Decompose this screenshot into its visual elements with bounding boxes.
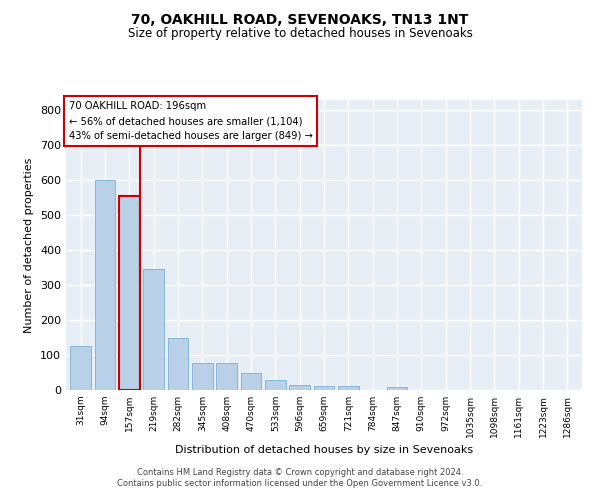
Bar — [265, 380, 286, 390]
Text: Size of property relative to detached houses in Sevenoaks: Size of property relative to detached ho… — [128, 28, 472, 40]
Bar — [70, 346, 91, 390]
Bar — [119, 196, 140, 390]
Bar — [314, 386, 334, 390]
Bar — [167, 338, 188, 390]
Bar — [95, 180, 115, 390]
Text: 70 OAKHILL ROAD: 196sqm
← 56% of detached houses are smaller (1,104)
43% of semi: 70 OAKHILL ROAD: 196sqm ← 56% of detache… — [68, 102, 313, 141]
Y-axis label: Number of detached properties: Number of detached properties — [25, 158, 34, 332]
Text: 70, OAKHILL ROAD, SEVENOAKS, TN13 1NT: 70, OAKHILL ROAD, SEVENOAKS, TN13 1NT — [131, 12, 469, 26]
Text: Contains HM Land Registry data © Crown copyright and database right 2024.
Contai: Contains HM Land Registry data © Crown c… — [118, 468, 482, 487]
Bar — [338, 386, 359, 390]
Bar — [289, 386, 310, 390]
Bar — [241, 372, 262, 390]
Bar — [192, 363, 212, 390]
Bar — [143, 269, 164, 390]
Bar — [216, 363, 237, 390]
Bar — [386, 387, 407, 390]
X-axis label: Distribution of detached houses by size in Sevenoaks: Distribution of detached houses by size … — [175, 446, 473, 456]
